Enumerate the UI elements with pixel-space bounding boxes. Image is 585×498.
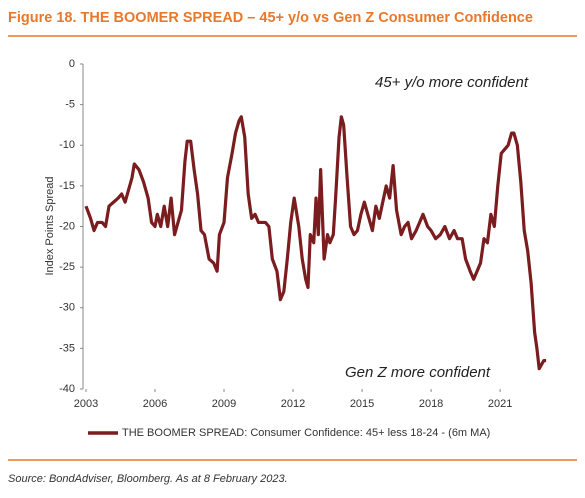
y-axis-title: Index Points Spread xyxy=(44,176,56,275)
x-tick-label: 2012 xyxy=(281,398,305,410)
x-tick-label: 2009 xyxy=(212,398,236,410)
annotation: Gen Z more confident xyxy=(345,364,491,381)
y-tick-label: -10 xyxy=(59,139,75,151)
x-tick-label: 2018 xyxy=(419,398,443,410)
annotation: 45+ y/o more confident xyxy=(375,74,529,91)
legend-label: THE BOOMER SPREAD: Consumer Confidence: … xyxy=(122,427,490,439)
y-tick-label: -40 xyxy=(59,383,75,395)
data-line xyxy=(84,115,547,371)
y-tick-label: -20 xyxy=(59,220,75,232)
x-tick-label: 2006 xyxy=(143,398,167,410)
source: Source: BondAdviser, Bloomberg. As at 8 … xyxy=(8,473,288,485)
x-tick-label: 2021 xyxy=(488,398,512,410)
y-tick-label: -5 xyxy=(65,99,75,111)
chart-title: Figure 18. THE BOOMER SPREAD – 45+ y/o v… xyxy=(8,10,533,26)
x-tick-label: 2015 xyxy=(350,398,374,410)
y-tick-label: -15 xyxy=(59,180,75,192)
x-tick-label: 2003 xyxy=(74,398,98,410)
y-tick-label: -25 xyxy=(59,261,75,273)
y-tick-label: -35 xyxy=(59,342,75,354)
y-tick-label: -30 xyxy=(59,302,75,314)
y-tick-label: 0 xyxy=(69,58,75,70)
